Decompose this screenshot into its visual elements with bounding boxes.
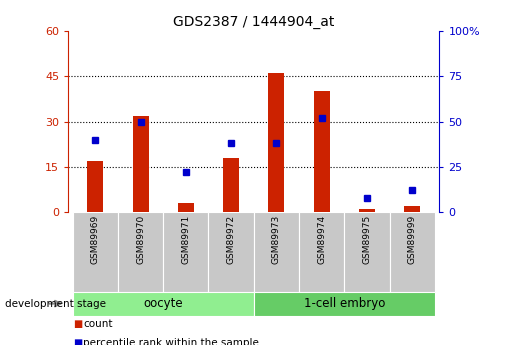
Bar	[73, 292, 254, 316]
Bar	[254, 212, 299, 292]
Text: GSM89969: GSM89969	[91, 215, 100, 264]
Text: oocyte: oocyte	[143, 297, 183, 310]
Text: GSM89973: GSM89973	[272, 215, 281, 264]
Bar	[223, 158, 239, 212]
Bar	[405, 206, 420, 212]
Text: GSM89975: GSM89975	[363, 215, 371, 264]
Bar	[389, 212, 435, 292]
Bar	[314, 91, 330, 212]
Text: GSM89974: GSM89974	[317, 215, 326, 264]
Bar	[359, 209, 375, 212]
Text: ■: ■	[73, 319, 82, 329]
Bar	[209, 212, 254, 292]
Text: GSM89972: GSM89972	[227, 215, 236, 264]
Text: GSM89970: GSM89970	[136, 215, 145, 264]
Bar	[163, 212, 209, 292]
Bar	[133, 116, 148, 212]
Bar	[269, 73, 284, 212]
Text: 1-cell embryo: 1-cell embryo	[304, 297, 385, 310]
Text: development stage: development stage	[5, 299, 106, 308]
Text: percentile rank within the sample: percentile rank within the sample	[83, 338, 259, 345]
Text: GSM89999: GSM89999	[408, 215, 417, 264]
Text: ■: ■	[73, 338, 82, 345]
Text: count: count	[83, 319, 113, 329]
Bar	[87, 161, 103, 212]
Title: GDS2387 / 1444904_at: GDS2387 / 1444904_at	[173, 14, 334, 29]
Bar	[299, 212, 344, 292]
Bar	[178, 203, 194, 212]
Bar	[73, 212, 118, 292]
Bar	[118, 212, 163, 292]
Bar	[254, 292, 435, 316]
Text: GSM89971: GSM89971	[181, 215, 190, 264]
Bar	[344, 212, 389, 292]
